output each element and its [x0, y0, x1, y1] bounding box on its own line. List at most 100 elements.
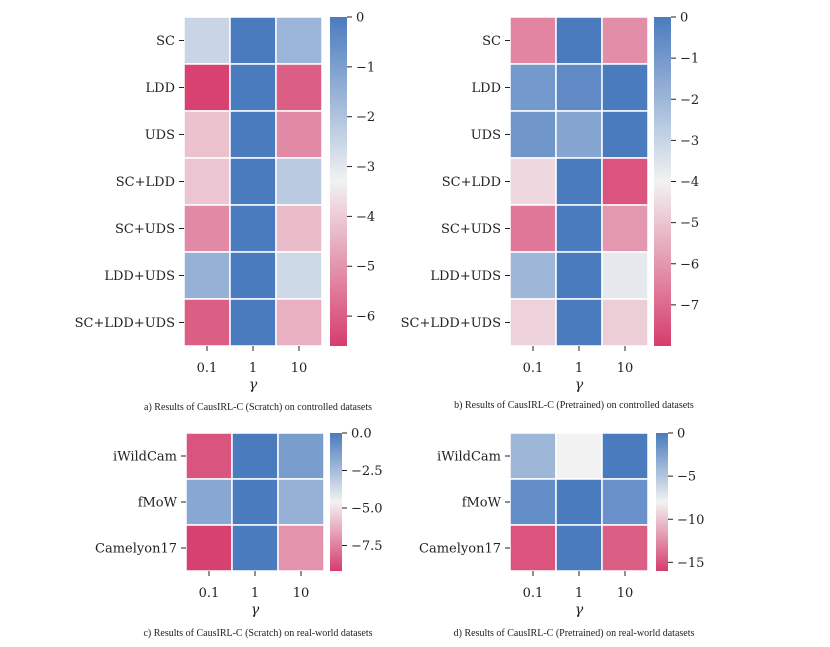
- heatmap-cell: [555, 204, 603, 253]
- colorbar-tick-label: −2.5: [351, 464, 383, 479]
- colorbar-tick-label: 0: [677, 427, 685, 442]
- colorbar-tick-label: −1: [680, 52, 699, 67]
- x-axis-label: γ: [251, 602, 260, 618]
- y-tick-label: SC+LDD: [442, 175, 501, 190]
- x-tick-label: 0.1: [523, 361, 544, 376]
- heatmap-panel-d: iWildCam fMoW Camelyon17 0.1 1 10 γ 0 −5 −10 −15: [419, 427, 704, 619]
- y-tick-label: UDS: [471, 128, 501, 143]
- caption-b: b) Results of CausIRL-C (Pretrained) on …: [454, 400, 694, 411]
- x-axis-label: γ: [575, 602, 584, 618]
- heatmap-cell: [229, 204, 277, 253]
- y-tick-label: SC: [482, 34, 501, 49]
- y-tick-label: UDS: [145, 128, 175, 143]
- heatmap-panel-c: iWildCam fMoW Camelyon17 0.1 1 10 γ 0.0 −2.5 −5.0…: [95, 427, 383, 619]
- colorbar-tick-label: −5: [356, 260, 375, 275]
- heatmap-cell: [509, 432, 557, 480]
- caption-a: a) Results of CausIRL-C (Scratch) on con…: [144, 402, 372, 413]
- y-tick-label: iWildCam: [437, 450, 501, 465]
- colorbar-tick-label: 0.0: [351, 427, 372, 442]
- heatmap-cell: [229, 16, 277, 65]
- heatmap-cell: [555, 251, 603, 300]
- heatmap-cell: [275, 16, 323, 65]
- heatmap-cell: [183, 157, 231, 206]
- colorbar-tick-label: −10: [677, 513, 704, 528]
- y-tick-label: SC+LDD: [116, 175, 175, 190]
- x-tick-label: 10: [293, 586, 310, 601]
- heatmap-cell: [601, 478, 649, 526]
- x-tick-label: 1: [575, 361, 583, 376]
- x-tick-label: 1: [251, 586, 259, 601]
- heatmap-cell: [555, 16, 603, 65]
- heatmap-cell: [509, 298, 557, 347]
- colorbar-tick-label: −15: [677, 556, 704, 571]
- colorbar-tick-label: −7: [680, 298, 699, 313]
- heatmap-cell: [509, 251, 557, 300]
- colorbar-tick-label: −6: [680, 257, 699, 272]
- heatmap-cell: [229, 251, 277, 300]
- heatmap-cell: [275, 63, 323, 112]
- heatmap-cell: [601, 63, 649, 112]
- heatmap-cell: [509, 524, 557, 572]
- heatmap-cell: [183, 251, 231, 300]
- heatmap-cell: [185, 478, 233, 526]
- colorbar-tick-label: −5: [677, 470, 696, 485]
- heatmap-cell: [275, 251, 323, 300]
- heatmap-cell: [277, 524, 325, 572]
- y-tick-label: iWildCam: [113, 450, 177, 465]
- heatmap-cell: [601, 157, 649, 206]
- y-tick-label: SC+LDD+UDS: [401, 316, 501, 331]
- y-tick-label: LDD+UDS: [104, 269, 175, 284]
- heatmap-cell: [275, 298, 323, 347]
- x-tick-label: 1: [575, 586, 583, 601]
- caption-c: c) Results of CausIRL-C (Scratch) on rea…: [143, 628, 372, 639]
- heatmap-cell: [183, 298, 231, 347]
- colorbar-tick-label: 0: [356, 11, 364, 26]
- x-tick-label: 1: [249, 361, 257, 376]
- heatmap-cell: [555, 157, 603, 206]
- colorbar-tick-label: −3: [356, 160, 375, 175]
- heatmap-cell: [601, 16, 649, 65]
- y-tick-label: fMoW: [138, 496, 178, 511]
- colorbar: [654, 17, 671, 346]
- heatmap-cell: [183, 63, 231, 112]
- x-tick-label: 0.1: [197, 361, 218, 376]
- heatmap-cell: [231, 478, 279, 526]
- y-tick-label: SC: [156, 34, 175, 49]
- colorbar-tick-label: −1: [356, 60, 375, 75]
- heatmap-cell: [229, 63, 277, 112]
- heatmap-cell: [555, 63, 603, 112]
- heatmap-cell: [183, 16, 231, 65]
- colorbar-tick-label: −4: [680, 175, 699, 190]
- heatmap-cell: [509, 110, 557, 159]
- heatmap-cell: [509, 16, 557, 65]
- x-axis-label: γ: [575, 377, 584, 393]
- colorbar: [330, 17, 347, 346]
- heatmap-cell: [229, 157, 277, 206]
- heatmap-cell: [555, 110, 603, 159]
- heatmap-cell: [601, 204, 649, 253]
- heatmap-cell: [183, 110, 231, 159]
- heatmap-cell: [601, 432, 649, 480]
- heatmap-cell: [509, 63, 557, 112]
- heatmap-cell: [275, 157, 323, 206]
- heatmap-cell: [601, 110, 649, 159]
- heatmap-cell: [275, 110, 323, 159]
- colorbar-tick-label: −2: [356, 110, 375, 125]
- y-tick-label: LDD+UDS: [430, 269, 501, 284]
- x-tick-label: 10: [617, 361, 634, 376]
- heatmap-cell: [509, 204, 557, 253]
- x-tick-label: 10: [291, 361, 308, 376]
- y-tick-label: LDD: [146, 81, 175, 96]
- x-tick-label: 0.1: [523, 586, 544, 601]
- heatmap-cell: [275, 204, 323, 253]
- x-tick-label: 0.1: [199, 586, 220, 601]
- heatmap-cell: [601, 524, 649, 572]
- caption-d: d) Results of CausIRL-C (Pretrained) on …: [454, 628, 695, 639]
- colorbar: [330, 433, 342, 571]
- heatmap-cell: [229, 298, 277, 347]
- y-tick-label: SC+UDS: [115, 222, 175, 237]
- heatmap-cell: [231, 524, 279, 572]
- colorbar-tick-label: −3: [680, 134, 699, 149]
- y-tick-label: Camelyon17: [419, 542, 501, 557]
